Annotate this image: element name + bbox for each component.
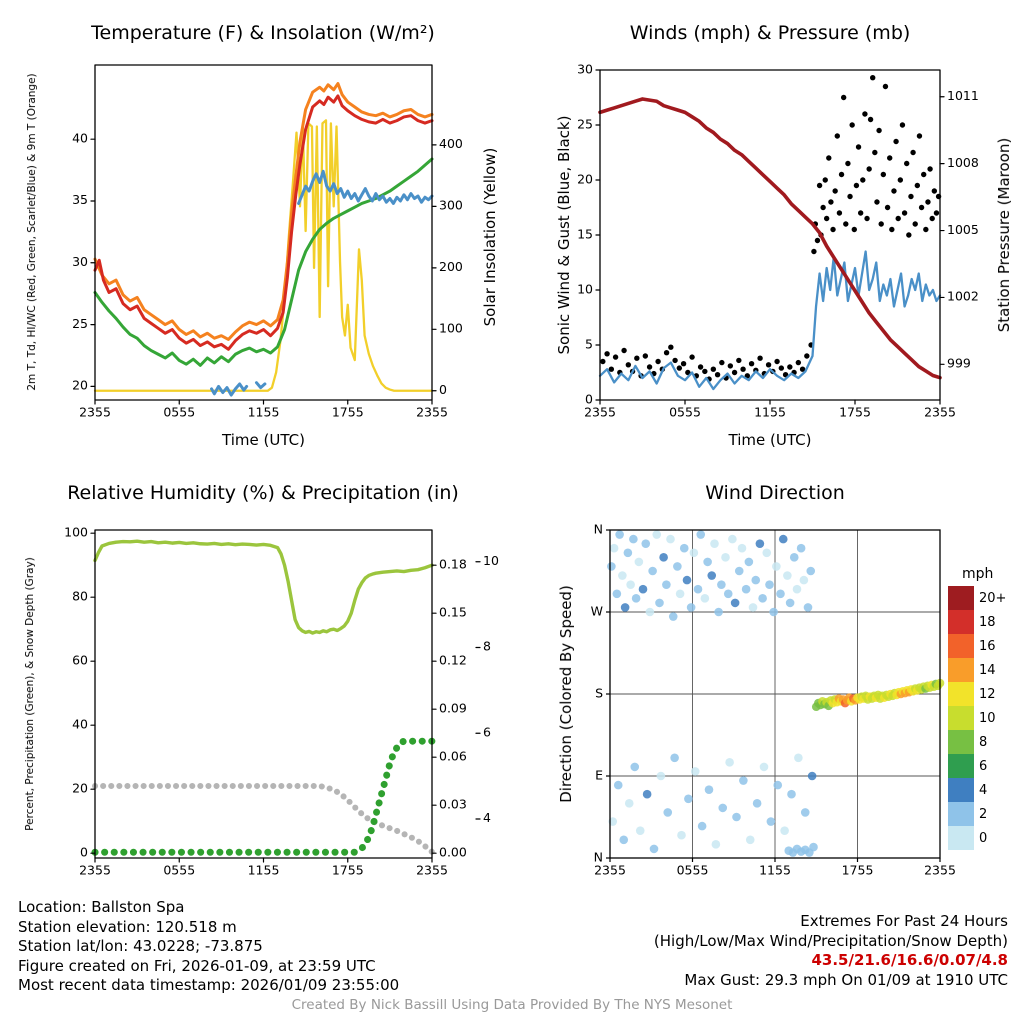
temperature-x-axis-label: Time (UTC) bbox=[222, 431, 305, 449]
colorbar-entry: 16 bbox=[948, 634, 1006, 658]
direction-y-axis-label: Direction (Colored By Speed) bbox=[557, 585, 575, 803]
colorbar-title: mph bbox=[962, 566, 994, 582]
colorbar-swatch bbox=[948, 802, 974, 826]
humidity-chart-title: Relative Humidity (%) & Precipitation (i… bbox=[67, 482, 459, 504]
colorbar-swatch bbox=[948, 730, 974, 754]
colorbar-entry: 14 bbox=[948, 658, 1006, 682]
colorbar-entry: 2 bbox=[948, 802, 1006, 826]
extremes-values: 43.5/21.6/16.6/0.07/4.8 bbox=[811, 951, 1008, 969]
colorbar-entry-label: 4 bbox=[979, 782, 988, 798]
data-timestamp-line: Most recent data timestamp: 2026/01/09 2… bbox=[18, 976, 400, 994]
pressure-y-axis-label: Station Pressure (Maroon) bbox=[995, 137, 1013, 333]
winds-chart-panel: Winds (mph) & Pressure (mb) Sonic Wind &… bbox=[512, 0, 1024, 470]
colorbar-swatch bbox=[948, 778, 974, 802]
colorbar-entry: 4 bbox=[948, 778, 1006, 802]
extremes-subtitle: (High/Low/Max Wind/Precipitation/Snow De… bbox=[653, 931, 1008, 950]
colorbar-entry: 0 bbox=[948, 826, 1006, 850]
colorbar-entry: 10 bbox=[948, 706, 1006, 730]
insolation-y-axis-label: Solar Insolation (Yellow) bbox=[481, 147, 499, 327]
extremes-title: Extremes For Past 24 Hours bbox=[800, 912, 1008, 930]
colorbar-entry-label: 8 bbox=[979, 734, 988, 750]
colorbar-entry-label: 14 bbox=[979, 662, 996, 678]
colorbar-swatch bbox=[948, 682, 974, 706]
humidity-y-axis-label: Percent, Precipitation (Green), & Snow D… bbox=[24, 557, 36, 831]
credit-line: Created By Nick Bassill Using Data Provi… bbox=[291, 997, 733, 1013]
colorbar-entry-label: 12 bbox=[979, 686, 996, 702]
wind-direction-chart-title: Wind Direction bbox=[705, 482, 845, 504]
colorbar-entry-label: 2 bbox=[979, 806, 988, 822]
colorbar-entry-label: 0 bbox=[979, 830, 988, 846]
colorbar-swatch bbox=[948, 586, 974, 610]
colorbar-entry-label: 16 bbox=[979, 638, 996, 654]
colorbar-entry-label: 6 bbox=[979, 758, 988, 774]
wind-direction-chart-canvas bbox=[512, 470, 1024, 900]
colorbar-entry-label: 10 bbox=[979, 710, 996, 726]
colorbar-entry: 8 bbox=[948, 730, 1006, 754]
colorbar-entry: 6 bbox=[948, 754, 1006, 778]
colorbar-swatch bbox=[948, 658, 974, 682]
elevation-line: Station elevation: 120.518 m bbox=[18, 917, 237, 936]
max-gust-line: Max Gust: 29.3 mph On 01/09 at 1910 UTC bbox=[684, 970, 1008, 989]
figure-created-line: Figure created on Fri, 2026-01-09, at 23… bbox=[18, 956, 376, 975]
colorbar-entry: 12 bbox=[948, 682, 1006, 706]
colorbar-swatch bbox=[948, 826, 974, 850]
station-info-block: Location: Ballston Spa Station elevation… bbox=[18, 898, 399, 996]
winds-chart-title: Winds (mph) & Pressure (mb) bbox=[629, 22, 911, 44]
temperature-chart-title: Temperature (F) & Insolation (W/m²) bbox=[91, 22, 435, 44]
colorbar-swatch bbox=[948, 706, 974, 730]
location-line: Location: Ballston Spa bbox=[18, 898, 185, 916]
colorbar-entry: 18 bbox=[948, 610, 1006, 634]
speed-colorbar: mph 20+ 18 16 14 12 10 8 6 4 2 0 bbox=[948, 566, 1006, 850]
colorbar-entry-label: 18 bbox=[979, 614, 996, 630]
colorbar-swatch bbox=[948, 610, 974, 634]
colorbar-entries: 20+ 18 16 14 12 10 8 6 4 2 0 bbox=[948, 586, 1006, 850]
colorbar-entry-label: 20+ bbox=[979, 590, 1007, 606]
colorbar-entry: 20+ bbox=[948, 586, 1006, 610]
humidity-chart-panel: Relative Humidity (%) & Precipitation (i… bbox=[0, 470, 512, 900]
winds-chart-canvas bbox=[512, 0, 1024, 470]
temperature-chart-canvas bbox=[0, 0, 512, 470]
colorbar-swatch bbox=[948, 634, 974, 658]
wind-y-axis-label: Sonic Wind & Gust (Blue, Black) bbox=[555, 115, 573, 355]
wind-direction-chart-panel: Wind Direction Direction (Colored By Spe… bbox=[512, 470, 1024, 900]
latlon-line: Station lat/lon: 43.0228; -73.875 bbox=[18, 937, 263, 955]
colorbar-swatch bbox=[948, 754, 974, 778]
temperature-y-axis-label: 2m T, Td, HI/WC (Red, Green, Scarlet/Blu… bbox=[26, 73, 38, 391]
winds-x-axis-label: Time (UTC) bbox=[728, 431, 812, 449]
temperature-chart-panel: Temperature (F) & Insolation (W/m²) 2m T… bbox=[0, 0, 512, 470]
humidity-chart-canvas bbox=[0, 470, 512, 900]
extremes-block: Extremes For Past 24 Hours (High/Low/Max… bbox=[654, 912, 1008, 990]
